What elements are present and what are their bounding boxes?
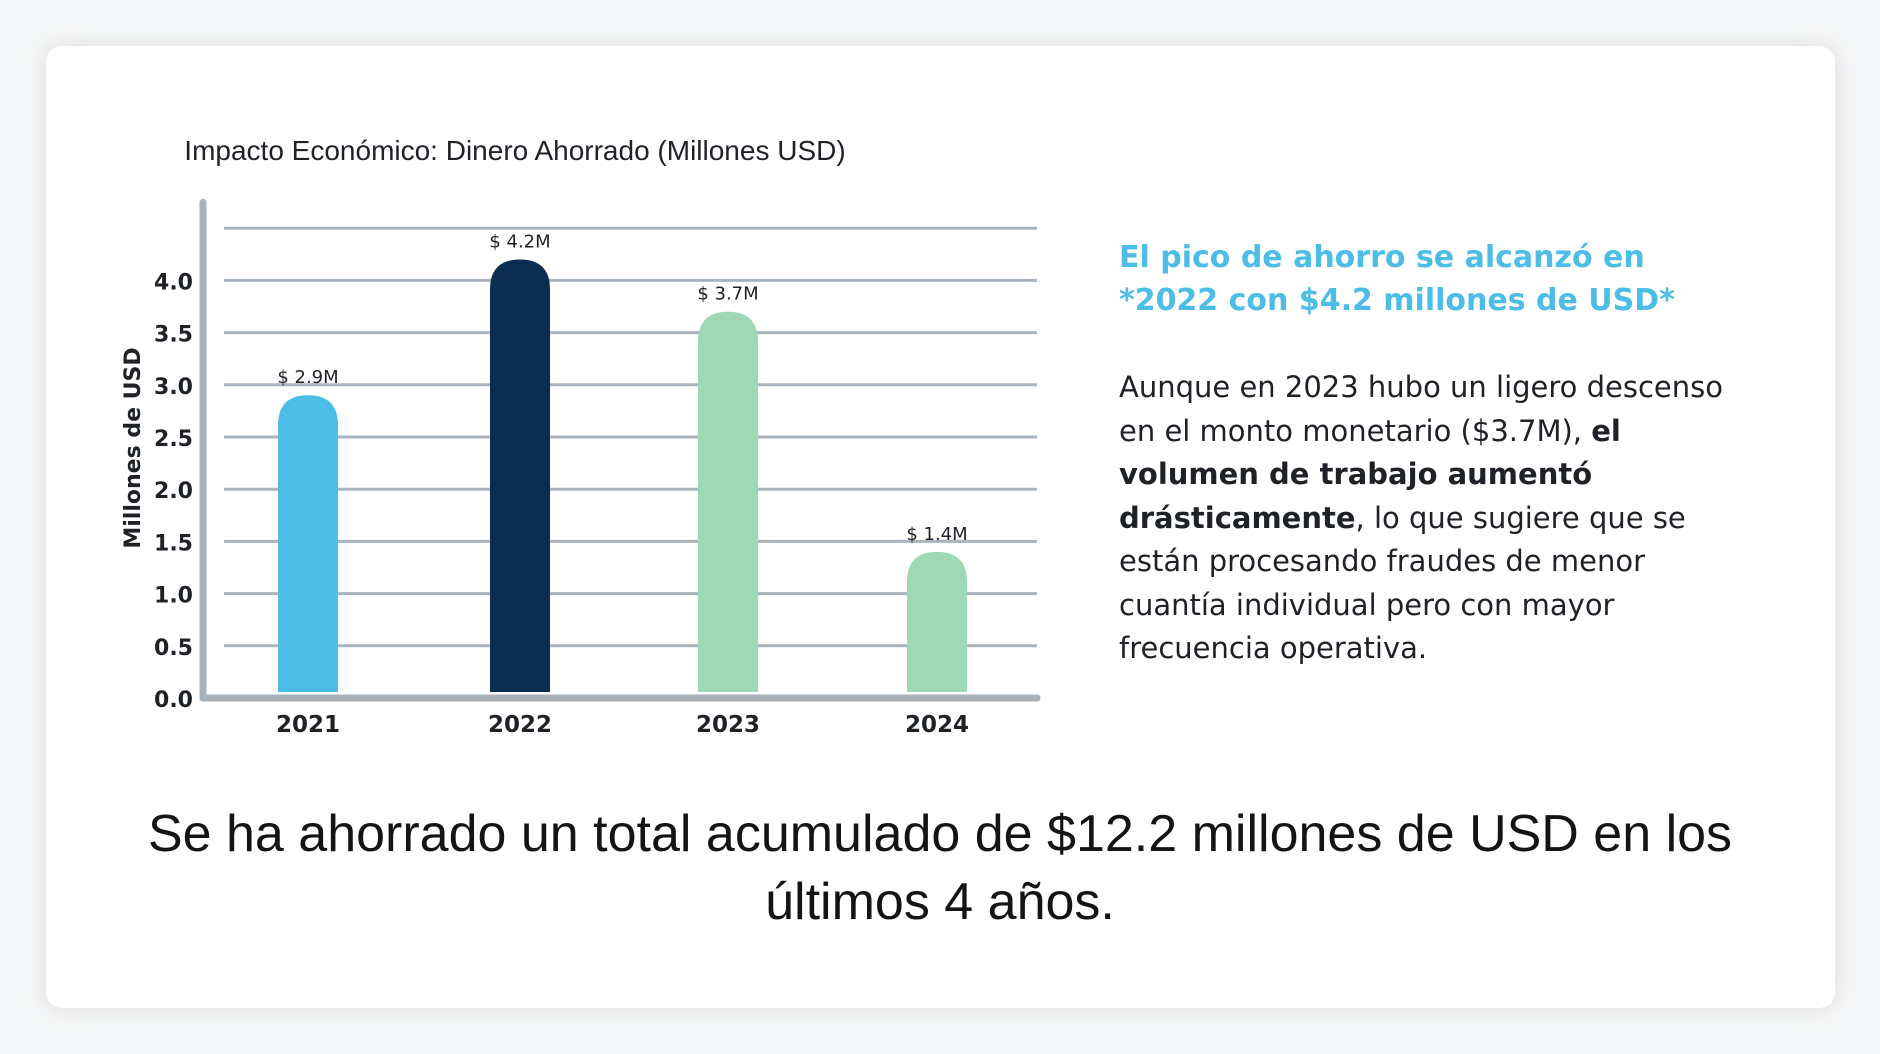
insight-body-text-end: , lo que sugiere que se están procesando… bbox=[1119, 500, 1686, 666]
summary-text: Se ha ahorrado un total acumulado de $12… bbox=[147, 805, 1733, 931]
insight-body-emphasis: el volumen de trabajo aumentó drásticame… bbox=[1119, 413, 1621, 535]
bar-2023 bbox=[698, 311, 758, 692]
x-tick-label: 2022 bbox=[488, 712, 552, 738]
y-tick-label: 3.0 bbox=[154, 375, 193, 400]
y-tick-label: 4.0 bbox=[154, 270, 193, 295]
y-tick-label: 3.5 bbox=[154, 323, 193, 348]
y-tick-label: 0.0 bbox=[154, 688, 193, 713]
chart-title: Impacto Económico: Dinero Ahorrado (Mill… bbox=[184, 135, 846, 166]
y-axis-label: Millones de USD bbox=[121, 347, 146, 548]
bar-2022 bbox=[490, 259, 550, 692]
insight-body-text: Aunque en 2023 hubo un ligero descenso e… bbox=[1119, 370, 1724, 448]
bar-value-label: $ 2.9M bbox=[277, 367, 338, 388]
y-tick-label: 1.5 bbox=[154, 531, 193, 556]
bar-value-label: $ 4.2M bbox=[489, 232, 550, 253]
bar-value-label: $ 1.4M bbox=[906, 524, 967, 545]
x-tick-label: 2021 bbox=[276, 712, 340, 738]
insight-heading: El pico de ahorro se alcanzó en *2022 co… bbox=[1119, 240, 1675, 318]
bar-2024 bbox=[907, 551, 967, 692]
y-tick-label: 2.0 bbox=[154, 479, 193, 504]
y-tick-label: 0.5 bbox=[154, 636, 193, 661]
bar-2021 bbox=[278, 395, 338, 692]
infographic-card bbox=[46, 46, 1835, 1008]
x-tick-label: 2024 bbox=[905, 712, 969, 738]
y-tick-label: 2.5 bbox=[154, 427, 193, 452]
x-tick-label: 2023 bbox=[696, 712, 760, 738]
bar-value-label: $ 3.7M bbox=[697, 284, 758, 305]
insight-body: Aunque en 2023 hubo un ligero descenso e… bbox=[1119, 366, 1759, 671]
y-tick-label: 1.0 bbox=[154, 584, 193, 609]
